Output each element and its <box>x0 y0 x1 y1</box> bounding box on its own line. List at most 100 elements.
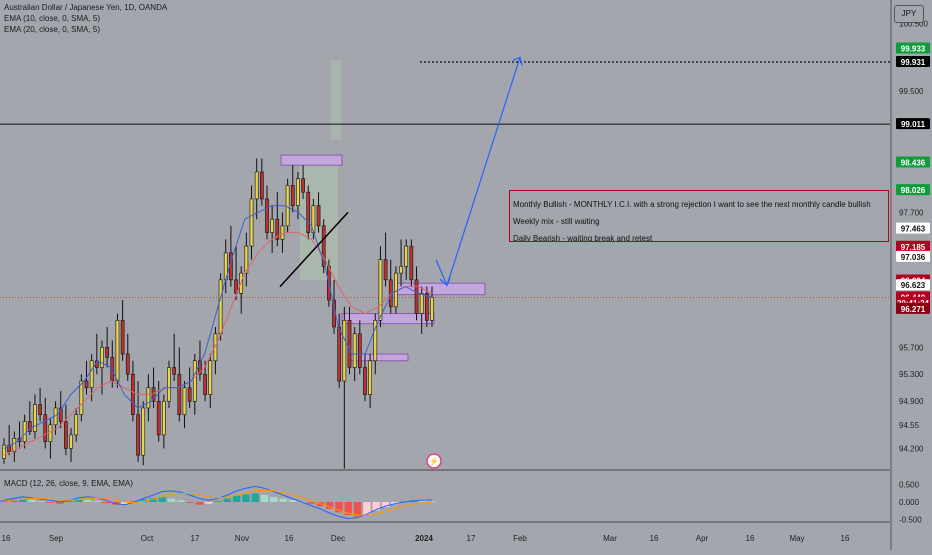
candle-bullish[interactable] <box>115 320 120 382</box>
candle-bullish[interactable] <box>270 218 274 233</box>
candle-bullish[interactable] <box>69 434 73 449</box>
candle-bearish[interactable] <box>301 178 305 193</box>
candle-bullish[interactable] <box>213 333 218 362</box>
candle-bullish[interactable] <box>100 346 104 368</box>
price-tag-label: 96.623 <box>901 281 926 290</box>
candle-bearish[interactable] <box>7 444 12 453</box>
candle-bullish[interactable] <box>394 272 398 308</box>
zone-mid-right[interactable] <box>394 282 486 296</box>
candle-bearish[interactable] <box>38 404 42 416</box>
currency-button[interactable]: JPY <box>894 5 924 23</box>
candle-bearish[interactable] <box>306 191 311 233</box>
candle-bearish[interactable] <box>203 373 207 395</box>
candle-bearish[interactable] <box>409 245 414 281</box>
candle-bearish[interactable] <box>275 218 280 240</box>
candle-bullish[interactable] <box>79 380 84 416</box>
candle-bullish[interactable] <box>404 245 409 267</box>
price-tag <box>896 156 930 168</box>
candle-bullish[interactable] <box>280 225 285 240</box>
candle-bearish[interactable] <box>321 225 326 267</box>
ema10-line <box>3 205 433 449</box>
zone-top[interactable] <box>280 154 343 166</box>
candle-bullish[interactable] <box>342 320 347 382</box>
macd-histogram-bar <box>139 499 148 502</box>
candle-bullish[interactable] <box>419 293 424 314</box>
zone-mid-left[interactable] <box>341 313 435 325</box>
candle-bullish[interactable] <box>285 185 290 227</box>
candle-bullish[interactable] <box>373 320 378 362</box>
price-tag <box>896 56 930 68</box>
candle-bearish[interactable] <box>363 367 367 395</box>
y-tick-label: 100.500 <box>899 20 928 29</box>
macd-tick-label: 0.500 <box>899 481 920 490</box>
candle-bullish[interactable] <box>89 360 94 389</box>
candle-bearish[interactable] <box>424 293 429 321</box>
candle-bearish[interactable] <box>131 373 135 416</box>
candle-bullish[interactable] <box>182 387 187 416</box>
candle-bearish[interactable] <box>27 421 32 432</box>
candle-bullish[interactable] <box>249 198 254 247</box>
macd-histogram-bar <box>195 502 204 505</box>
candle-bearish[interactable] <box>347 320 352 368</box>
trendline[interactable] <box>279 211 349 288</box>
candle-bearish[interactable] <box>105 346 109 358</box>
macd-histogram-bar <box>18 498 27 502</box>
candle-bearish[interactable] <box>172 367 177 375</box>
candle-bullish[interactable] <box>2 444 6 459</box>
candle-bullish[interactable] <box>218 279 223 335</box>
candle-bearish[interactable] <box>259 171 264 200</box>
candle-bullish[interactable] <box>33 404 37 432</box>
candle-bearish[interactable] <box>43 414 48 442</box>
candle-bearish[interactable] <box>337 326 342 382</box>
candle-bearish[interactable] <box>187 387 192 402</box>
macd-histogram-bar <box>428 501 436 503</box>
candle-bullish[interactable] <box>244 245 249 274</box>
candle-bullish[interactable] <box>74 414 79 436</box>
macd-histogram-bar <box>46 502 55 503</box>
y-tick-label: 94.200 <box>899 444 924 453</box>
price-tag-label: 99.931 <box>901 58 926 67</box>
candle-bullish[interactable] <box>430 297 434 321</box>
candle-bearish[interactable] <box>64 421 68 449</box>
candle-bearish[interactable] <box>136 414 140 456</box>
candle-bearish[interactable] <box>290 185 295 206</box>
candle-bearish[interactable] <box>316 205 321 227</box>
candle-bearish[interactable] <box>125 353 130 375</box>
annotation-box[interactable]: Monthly Bullish - MONTHLY I.C.I. with a … <box>509 190 889 242</box>
price-tag <box>896 279 930 291</box>
candle-bearish[interactable] <box>265 198 269 233</box>
candle-bullish[interactable] <box>368 360 372 395</box>
candle-bearish[interactable] <box>357 333 362 368</box>
price-tag <box>896 240 930 252</box>
candle-bullish[interactable] <box>399 266 403 274</box>
x-tick-label: Nov <box>235 534 249 543</box>
candle-bearish[interactable] <box>84 380 89 389</box>
candle-bullish[interactable] <box>146 387 151 409</box>
candle-bullish[interactable] <box>192 360 197 402</box>
candle-bearish[interactable] <box>120 320 125 355</box>
candle-bullish[interactable] <box>352 333 357 368</box>
candle-bullish[interactable] <box>296 178 300 206</box>
candle-bearish[interactable] <box>234 279 238 294</box>
candle-bullish[interactable] <box>12 438 17 453</box>
candle-bullish[interactable] <box>162 400 166 436</box>
event-flag-icon[interactable] <box>426 453 442 469</box>
candle-bearish[interactable] <box>414 279 419 314</box>
macd-histogram-bar <box>204 502 213 504</box>
macd-histogram-bar <box>391 502 399 505</box>
candle-bearish[interactable] <box>177 373 182 416</box>
candle-bullish[interactable] <box>378 259 383 321</box>
projection-arrow[interactable] <box>435 57 521 287</box>
candle-bullish[interactable] <box>254 171 259 200</box>
macd-histogram-bar <box>102 502 111 504</box>
candle-bullish[interactable] <box>208 360 213 395</box>
candle-bearish[interactable] <box>383 259 388 281</box>
candle-bullish[interactable] <box>141 407 146 456</box>
candle-bearish[interactable] <box>58 407 63 422</box>
annotation-line-daily: Daily Bearish - waiting break and retest <box>513 234 653 242</box>
candle-bullish[interactable] <box>48 424 53 442</box>
candle-bearish[interactable] <box>156 400 161 436</box>
candle-bullish[interactable] <box>22 421 27 442</box>
candle-bullish[interactable] <box>167 367 171 402</box>
